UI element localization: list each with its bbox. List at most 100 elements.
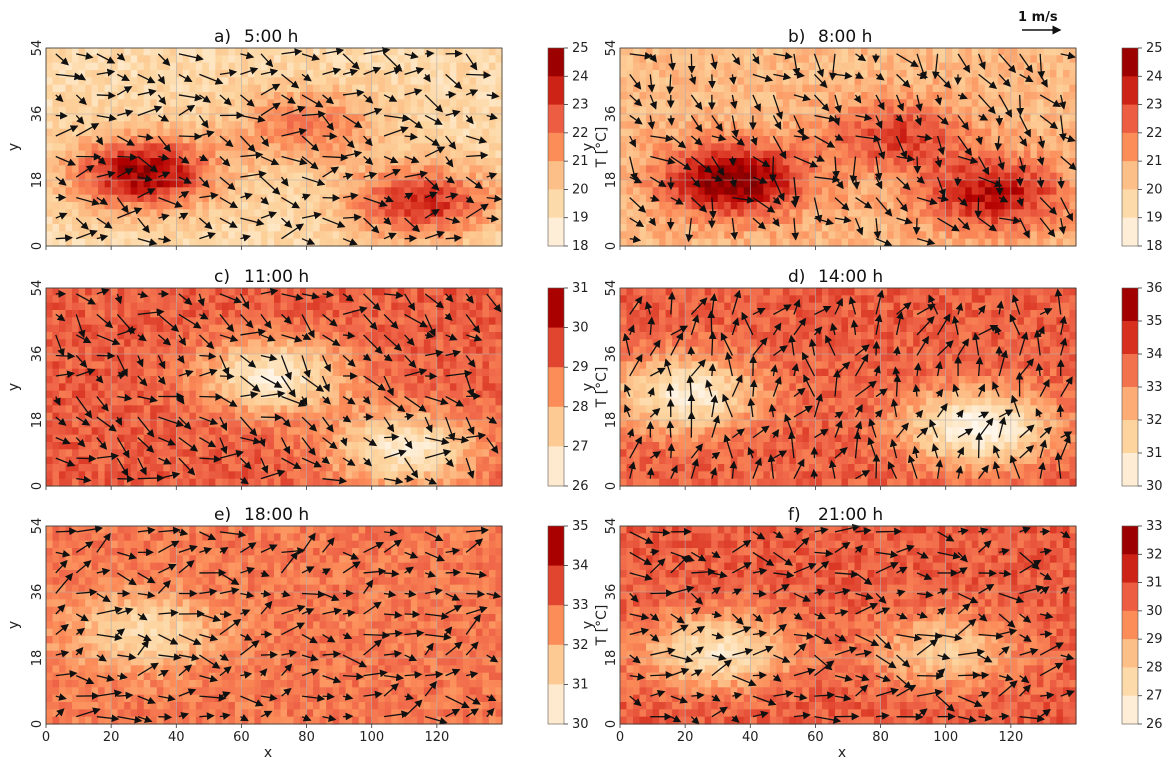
heatmap-cell [260,84,269,93]
heatmap-cell [430,216,438,225]
heatmap-cell [958,70,966,78]
colorbar-tick-label: 21 [1146,154,1163,169]
heatmap-cell [436,339,444,348]
heatmap-cell [287,202,295,210]
heatmap-cell [1049,143,1058,152]
heatmap-cell [215,158,223,166]
heatmap-cell [626,180,634,188]
heatmap-cell [358,99,366,108]
heatmap-cell [150,180,158,188]
heatmap-cell [1030,143,1038,152]
heatmap-cell [404,92,412,100]
heatmap-cell [228,70,236,78]
heatmap-cell [978,92,986,100]
heatmap-cell [241,317,249,326]
heatmap-cell [182,180,190,188]
heatmap-cell [300,317,308,326]
heatmap-cell [339,136,347,144]
heatmap-cell [945,62,953,71]
heatmap-cell [488,202,497,210]
heatmap-cell [945,165,953,174]
heatmap-cell [247,48,256,56]
heatmap-cell [462,121,471,130]
heatmap-cell [737,99,745,108]
wind-arrow [445,135,457,150]
heatmap-cell [280,238,288,247]
wind-arrow [301,237,316,245]
heatmap-cell [124,194,132,203]
heatmap-cell [834,92,843,100]
heatmap-cell [169,150,177,159]
heatmap-cell [1049,70,1058,78]
heatmap-cell [482,84,490,93]
heatmap-cell [215,143,223,152]
heatmap-cell [143,55,151,64]
heatmap-cell [384,128,392,137]
heatmap-cell [906,194,914,203]
heatmap-cell [861,99,869,108]
heatmap-cell [332,295,340,304]
heatmap-cell [808,187,817,196]
heatmap-cell [730,128,738,137]
heatmap-cell [98,121,106,130]
heatmap-cell [469,288,477,296]
wind-arrow [855,134,882,143]
heatmap-cell [247,187,256,196]
heatmap-cell [150,143,158,152]
heatmap-cell [176,62,184,71]
heatmap-cell [221,194,229,203]
heatmap-cell [293,324,301,333]
heatmap-cell [691,172,699,181]
heatmap-cell [854,121,862,130]
heatmap-cell [750,224,758,232]
heatmap-cell [313,310,321,318]
heatmap-cell [633,194,641,203]
heatmap-cell [815,92,823,100]
heatmap-cell [72,180,80,188]
heatmap-cell [352,158,360,166]
heatmap-cell [397,172,405,181]
heatmap-cell [743,187,751,196]
heatmap-cell [795,216,803,225]
heatmap-cell [241,77,249,86]
heatmap-cell [195,288,203,296]
heatmap-cell [72,361,80,370]
heatmap-cell [756,84,764,93]
heatmap-cell [893,180,901,188]
heatmap-cell [763,180,771,188]
heatmap-cell [137,92,145,100]
wind-arrow [729,94,738,110]
heatmap-cell [659,231,667,240]
heatmap-cell [345,180,353,188]
heatmap-cell [782,158,790,166]
heatmap-cell [352,187,360,196]
heatmap-cell [887,70,895,78]
heatmap-cell [1023,143,1031,152]
heatmap-cell [117,172,125,181]
heatmap-cell [984,202,992,210]
heatmap-cell [430,158,438,166]
wind-arrow [199,130,215,138]
heatmap-cell [971,180,979,188]
heatmap-cell [169,187,177,196]
heatmap-cell [274,194,282,203]
heatmap-cell [91,209,99,218]
heatmap-cell [319,187,327,196]
heatmap-cell [156,62,164,71]
heatmap-cell [371,209,379,218]
heatmap-cell [997,150,1005,159]
heatmap-cell [880,187,888,196]
heatmap-cell [958,172,966,181]
heatmap-cell [730,194,738,203]
heatmap-cell [874,106,882,115]
heatmap-cell [867,70,875,78]
heatmap-cell [215,317,223,326]
heatmap-cell [215,84,223,93]
colorbar-segment [548,132,564,162]
heatmap-cell [652,121,660,130]
wind-arrow [342,238,358,246]
heatmap-cell [626,209,634,218]
heatmap-cell [371,202,379,210]
wind-arrow [1059,115,1067,142]
heatmap-cell [300,346,308,355]
